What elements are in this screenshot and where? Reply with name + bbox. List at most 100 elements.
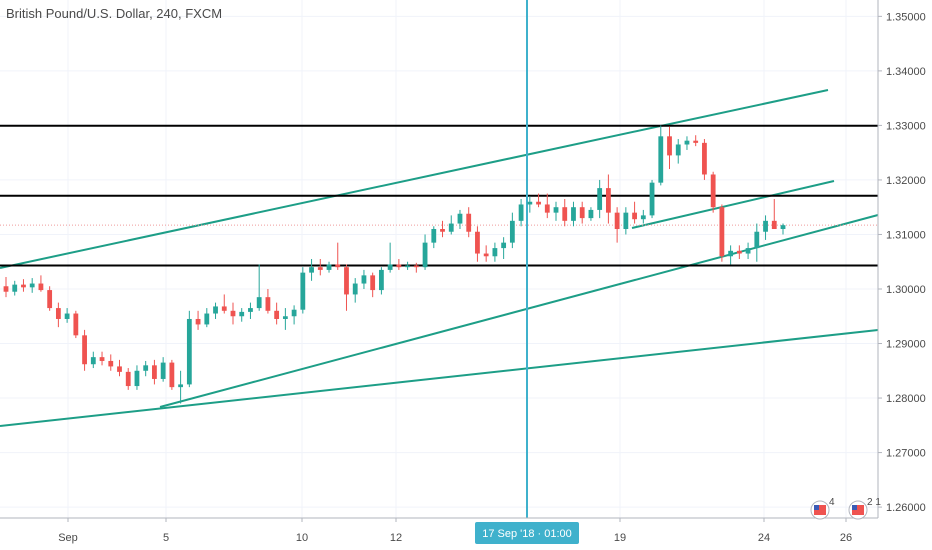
candle[interactable] bbox=[73, 310, 79, 339]
candle[interactable] bbox=[55, 302, 61, 328]
candle[interactable] bbox=[38, 275, 44, 292]
candle-body bbox=[501, 242, 507, 249]
candle[interactable] bbox=[352, 278, 358, 303]
candle[interactable] bbox=[213, 302, 218, 319]
candle[interactable] bbox=[117, 359, 122, 377]
candle[interactable] bbox=[90, 351, 96, 369]
candle[interactable] bbox=[335, 242, 341, 270]
usa-flag-event-icon[interactable]: 4 bbox=[810, 497, 835, 520]
candle[interactable] bbox=[29, 278, 35, 293]
candle[interactable] bbox=[265, 288, 271, 314]
candle[interactable] bbox=[99, 351, 105, 366]
candle[interactable] bbox=[326, 261, 332, 273]
candle[interactable] bbox=[736, 245, 742, 259]
candle[interactable] bbox=[178, 370, 184, 404]
candle[interactable] bbox=[771, 199, 777, 230]
candle[interactable] bbox=[658, 125, 664, 186]
candle[interactable] bbox=[64, 308, 70, 323]
candle[interactable] bbox=[667, 126, 672, 170]
candle[interactable] bbox=[239, 308, 245, 322]
trend-line[interactable] bbox=[0, 329, 879, 427]
candle[interactable] bbox=[186, 310, 192, 388]
candle-body bbox=[256, 297, 262, 309]
usa-flag-event-icon[interactable]: 2 1 bbox=[848, 497, 881, 520]
candle[interactable] bbox=[21, 279, 26, 292]
candle[interactable] bbox=[379, 267, 384, 295]
candle[interactable] bbox=[536, 193, 541, 208]
candle[interactable] bbox=[108, 354, 114, 371]
candle[interactable] bbox=[553, 201, 559, 221]
candle[interactable] bbox=[457, 209, 463, 230]
candle[interactable] bbox=[640, 209, 646, 224]
candle[interactable] bbox=[579, 201, 585, 224]
candle[interactable] bbox=[344, 264, 349, 311]
candle[interactable] bbox=[317, 259, 323, 276]
candle[interactable] bbox=[448, 215, 454, 235]
candle[interactable] bbox=[702, 139, 707, 180]
candle[interactable] bbox=[134, 365, 140, 390]
candle[interactable] bbox=[413, 262, 419, 273]
candle[interactable] bbox=[152, 359, 157, 385]
candle[interactable] bbox=[195, 310, 201, 330]
candle[interactable] bbox=[527, 196, 533, 213]
candle[interactable] bbox=[405, 261, 410, 270]
candle[interactable] bbox=[160, 357, 166, 382]
candle[interactable] bbox=[754, 223, 760, 262]
candle[interactable] bbox=[492, 242, 498, 262]
candle[interactable] bbox=[623, 207, 629, 235]
candle[interactable] bbox=[562, 199, 568, 227]
candle-body bbox=[204, 313, 210, 325]
candle[interactable] bbox=[82, 329, 87, 371]
candle[interactable] bbox=[571, 201, 576, 227]
trend-line[interactable] bbox=[631, 180, 835, 229]
candle[interactable] bbox=[544, 193, 550, 219]
candle[interactable] bbox=[501, 237, 507, 259]
candle[interactable] bbox=[518, 199, 524, 227]
candle[interactable] bbox=[719, 204, 725, 262]
candle[interactable] bbox=[282, 308, 288, 330]
candle[interactable] bbox=[387, 242, 393, 273]
candle[interactable] bbox=[300, 267, 306, 314]
trend-line[interactable] bbox=[0, 89, 829, 269]
candle[interactable] bbox=[248, 302, 253, 319]
candle[interactable] bbox=[693, 135, 699, 147]
candle[interactable] bbox=[475, 226, 480, 262]
candle[interactable] bbox=[361, 269, 367, 289]
price-axis[interactable] bbox=[878, 0, 932, 550]
candle[interactable] bbox=[728, 245, 734, 265]
candle[interactable] bbox=[204, 308, 210, 328]
candle[interactable] bbox=[370, 272, 376, 298]
candle[interactable] bbox=[780, 223, 786, 235]
candle[interactable] bbox=[649, 179, 655, 219]
candle[interactable] bbox=[684, 136, 690, 150]
candle[interactable] bbox=[605, 174, 611, 224]
candle[interactable] bbox=[675, 139, 681, 164]
candle[interactable] bbox=[291, 305, 297, 325]
candle[interactable] bbox=[422, 234, 428, 270]
candle[interactable] bbox=[597, 179, 603, 219]
candle[interactable] bbox=[483, 245, 489, 262]
candle[interactable] bbox=[230, 302, 236, 325]
candle[interactable] bbox=[588, 207, 594, 221]
candle[interactable] bbox=[12, 280, 18, 296]
candle[interactable] bbox=[431, 226, 437, 249]
candle[interactable] bbox=[309, 259, 314, 281]
candle[interactable] bbox=[763, 215, 768, 240]
candle[interactable] bbox=[396, 259, 402, 270]
candle[interactable] bbox=[47, 286, 53, 311]
candle[interactable] bbox=[745, 242, 751, 259]
candle[interactable] bbox=[221, 294, 227, 314]
candle[interactable] bbox=[632, 201, 637, 224]
candle[interactable] bbox=[509, 212, 515, 249]
candle[interactable] bbox=[143, 360, 149, 377]
candle[interactable] bbox=[710, 171, 716, 213]
candle[interactable] bbox=[256, 264, 262, 311]
candle[interactable] bbox=[3, 276, 9, 298]
candle[interactable] bbox=[466, 207, 472, 238]
candle[interactable] bbox=[125, 368, 131, 390]
candle[interactable] bbox=[169, 359, 175, 390]
candle[interactable] bbox=[614, 207, 620, 243]
candle[interactable] bbox=[274, 302, 280, 325]
candle[interactable] bbox=[440, 220, 445, 238]
